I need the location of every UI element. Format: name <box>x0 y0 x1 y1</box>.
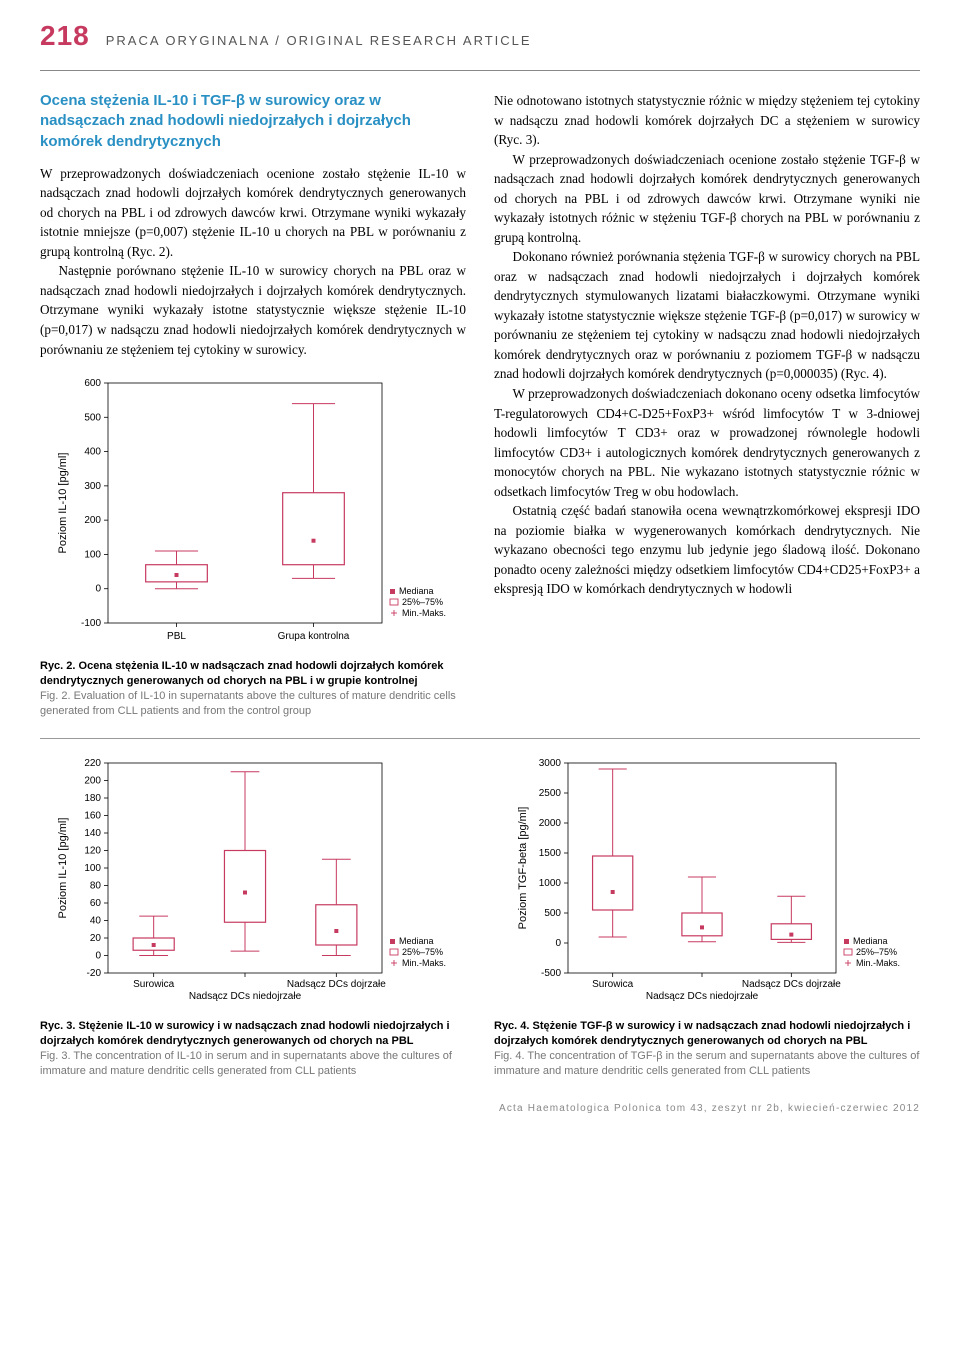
figure-3-caption-en: Fig. 3. The concentration of IL-10 in se… <box>40 1050 452 1077</box>
svg-text:60: 60 <box>90 898 102 909</box>
svg-text:500: 500 <box>544 908 561 919</box>
svg-text:0: 0 <box>95 951 101 962</box>
section-title: Ocena stężenia IL-10 i TGF-β w surowicy … <box>40 91 466 152</box>
svg-text:180: 180 <box>84 793 101 804</box>
svg-text:160: 160 <box>84 811 101 822</box>
lower-figures-row: -20 0 20 40 60 80 100 120 140 160 180 200 220 Poziom … <box>40 738 920 1078</box>
svg-text:40: 40 <box>90 916 102 927</box>
figure-3-caption: Ryc. 3. Stężenie IL-10 w surowicy i w na… <box>40 1019 466 1078</box>
svg-text:0: 0 <box>95 584 101 595</box>
svg-text:25%–75%: 25%–75% <box>856 947 897 957</box>
figure-2: -100 0 100 200 300 400 500 600 Poziom IL-10 [pg/… <box>40 373 466 718</box>
svg-text:25%–75%: 25%–75% <box>402 597 443 607</box>
svg-text:25%–75%: 25%–75% <box>402 947 443 957</box>
svg-text:-100: -100 <box>81 618 101 629</box>
figure-2-caption: Ryc. 2. Ocena stężenia IL-10 w nadsączac… <box>40 659 466 718</box>
body-paragraph: Następnie porównano stężenie IL-10 w sur… <box>40 261 466 359</box>
figure-2-caption-pl: Ryc. 2. Ocena stężenia IL-10 w nadsączac… <box>40 660 443 687</box>
figure-4-caption-en: Fig. 4. The concentration of TGF-β in th… <box>494 1050 919 1077</box>
svg-text:Poziom TGF-beta [pg/ml]: Poziom TGF-beta [pg/ml] <box>517 807 529 930</box>
svg-text:1000: 1000 <box>539 878 562 889</box>
figure-2-caption-en: Fig. 2. Evaluation of IL-10 in supernata… <box>40 690 456 717</box>
svg-text:Nadsącz DCs dojrzałe: Nadsącz DCs dojrzałe <box>742 979 841 990</box>
right-column: Nie odnotowano istotnych statystycznie r… <box>494 91 920 718</box>
svg-text:100: 100 <box>84 863 101 874</box>
svg-text:3000: 3000 <box>539 758 562 769</box>
body-paragraph: Nie odnotowano istotnych statystycznie r… <box>494 91 920 150</box>
svg-text:Mediana: Mediana <box>853 936 888 946</box>
figure-4-caption: Ryc. 4. Stężenie TGF-β w surowicy i w na… <box>494 1019 920 1078</box>
body-paragraph: W przeprowadzonych doświadczeniach oceni… <box>40 164 466 262</box>
svg-text:2000: 2000 <box>539 818 562 829</box>
svg-text:Min.-Maks.: Min.-Maks. <box>402 958 446 968</box>
figure-2-chart: -100 0 100 200 300 400 500 600 Poziom IL-10 [pg/… <box>40 373 460 653</box>
left-column: Ocena stężenia IL-10 i TGF-β w surowicy … <box>40 91 466 718</box>
svg-text:100: 100 <box>84 549 101 560</box>
svg-text:400: 400 <box>84 447 101 458</box>
figure-4: -500 0 500 1000 1500 2000 2500 3000 Poziom TGF-b… <box>494 753 920 1078</box>
svg-text:Nadsącz DCs niedojrzałe: Nadsącz DCs niedojrzałe <box>646 991 759 1002</box>
main-columns: Ocena stężenia IL-10 i TGF-β w surowicy … <box>40 91 920 718</box>
figure-4-chart: -500 0 500 1000 1500 2000 2500 3000 Poziom TGF-b… <box>494 753 914 1013</box>
body-paragraph: Dokonano również porównania stężenia TGF… <box>494 247 920 384</box>
svg-text:Min.-Maks.: Min.-Maks. <box>856 958 900 968</box>
svg-text:300: 300 <box>84 481 101 492</box>
svg-text:Nadsącz DCs dojrzałe: Nadsącz DCs dojrzałe <box>287 979 386 990</box>
svg-text:0: 0 <box>555 938 561 949</box>
svg-text:Min.-Maks.: Min.-Maks. <box>402 608 446 618</box>
svg-text:Nadsącz DCs niedojrzałe: Nadsącz DCs niedojrzałe <box>189 991 302 1002</box>
figure-3-caption-pl: Ryc. 3. Stężenie IL-10 w surowicy i w na… <box>40 1020 450 1047</box>
page-header: 218 PRACA ORYGINALNA / ORIGINAL RESEARCH… <box>40 20 920 52</box>
svg-text:-500: -500 <box>541 968 561 979</box>
svg-text:200: 200 <box>84 515 101 526</box>
svg-text:Mediana: Mediana <box>399 586 434 596</box>
svg-text:80: 80 <box>90 881 102 892</box>
svg-text:120: 120 <box>84 846 101 857</box>
body-paragraph: Ostatnią część badań stanowiła ocena wew… <box>494 501 920 599</box>
svg-text:-20: -20 <box>87 968 102 979</box>
svg-text:PBL: PBL <box>167 631 186 642</box>
page-footer: Acta Haematologica Polonica tom 43, zesz… <box>40 1103 920 1114</box>
svg-text:Poziom IL-10 [pg/ml]: Poziom IL-10 [pg/ml] <box>57 818 69 919</box>
svg-text:2500: 2500 <box>539 788 562 799</box>
svg-text:Mediana: Mediana <box>399 936 434 946</box>
svg-text:20: 20 <box>90 933 102 944</box>
svg-text:500: 500 <box>84 412 101 423</box>
svg-text:Surowica: Surowica <box>133 979 175 990</box>
svg-text:Poziom IL-10 [pg/ml]: Poziom IL-10 [pg/ml] <box>57 453 69 554</box>
header-divider <box>40 70 920 71</box>
figure-3-chart: -20 0 20 40 60 80 100 120 140 160 180 200 220 Poziom … <box>40 753 460 1013</box>
page-number: 218 <box>40 20 90 52</box>
svg-text:600: 600 <box>84 378 101 389</box>
svg-text:Grupa kontrolna: Grupa kontrolna <box>278 631 350 642</box>
svg-text:220: 220 <box>84 758 101 769</box>
svg-text:Surowica: Surowica <box>592 979 634 990</box>
body-paragraph: W przeprowadzonych doświadczeniach dokon… <box>494 384 920 501</box>
figure-4-caption-pl: Ryc. 4. Stężenie TGF-β w surowicy i w na… <box>494 1020 910 1047</box>
svg-text:1500: 1500 <box>539 848 562 859</box>
svg-text:140: 140 <box>84 828 101 839</box>
svg-text:200: 200 <box>84 776 101 787</box>
header-title: PRACA ORYGINALNA / ORIGINAL RESEARCH ART… <box>106 33 920 48</box>
body-paragraph: W przeprowadzonych doświadczeniach oceni… <box>494 150 920 248</box>
figure-3: -20 0 20 40 60 80 100 120 140 160 180 200 220 Poziom … <box>40 753 466 1078</box>
